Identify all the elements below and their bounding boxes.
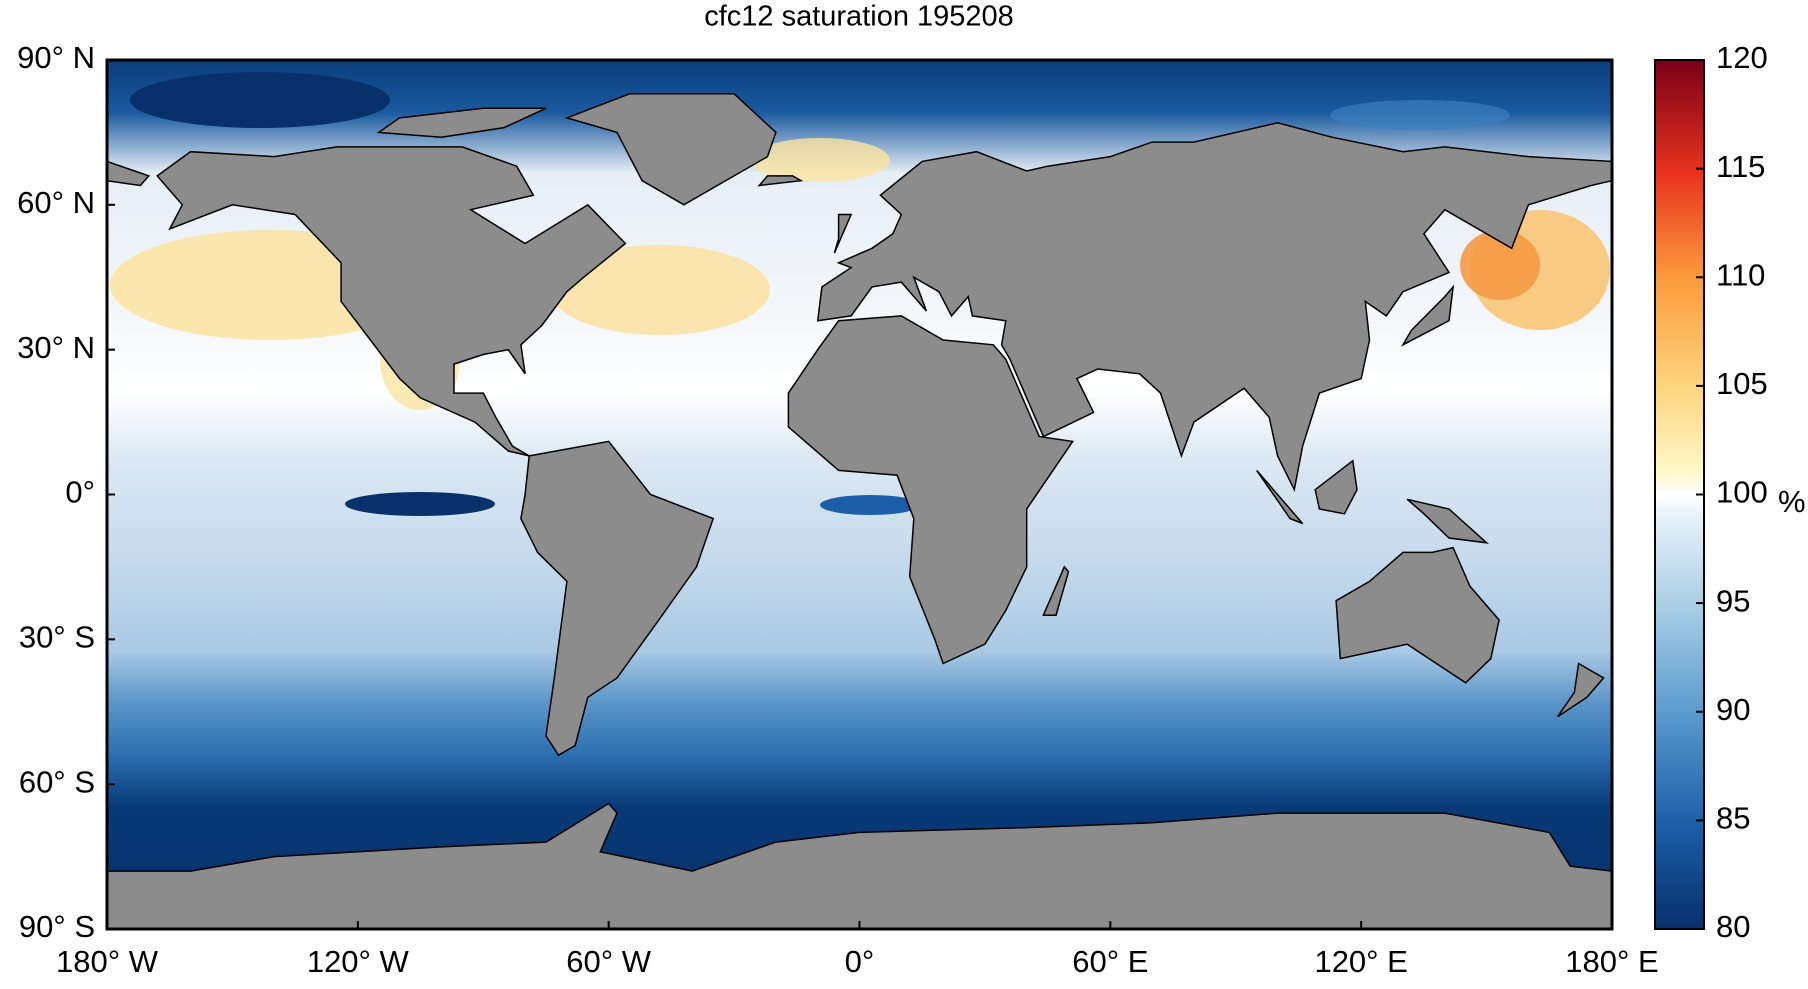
landmass — [1335, 546, 1500, 684]
colorbar-tick-label: 110 — [1716, 257, 1765, 292]
x-tick-label: 0° — [845, 944, 875, 979]
landmass — [1406, 498, 1489, 544]
landmass — [1557, 662, 1605, 718]
landmass — [156, 146, 627, 457]
x-tick-label: 180° W — [56, 944, 159, 979]
y-tick-label: 30° N — [17, 330, 95, 365]
landmass — [1401, 284, 1455, 347]
landmass — [787, 315, 1074, 665]
y-tick-label: 90° N — [17, 40, 95, 75]
landmass — [833, 213, 853, 254]
y-tick-label: 60° S — [19, 764, 95, 799]
y-tick-label: 0° — [65, 475, 95, 510]
colorbar-tick-label: 90 — [1716, 692, 1750, 727]
land — [106, 93, 1613, 930]
colorbar-tick-label: 95 — [1716, 583, 1750, 618]
landmass — [757, 175, 804, 187]
landmass — [564, 93, 777, 206]
landmass — [520, 440, 715, 757]
landmass — [106, 802, 1613, 930]
colorbar-tick-label: 80 — [1716, 909, 1750, 944]
y-tick-label: 30° S — [19, 620, 95, 655]
colorbar — [1654, 59, 1705, 930]
landmass — [376, 107, 547, 138]
colorbar-tick-label: 100 — [1716, 475, 1768, 510]
landmass — [816, 122, 1613, 493]
map-title: cfc12 saturation 195208 — [704, 1, 1014, 33]
x-tick-label: 60° E — [1072, 944, 1148, 979]
colorbar-unit: % — [1778, 484, 1806, 519]
colorbar-tick-label: 85 — [1716, 801, 1750, 836]
colorbar-tick-label: 105 — [1716, 366, 1768, 401]
y-tick-label: 60° N — [17, 185, 95, 220]
colorbar-tick-label: 115 — [1716, 149, 1765, 184]
x-tick-label: 180° E — [1565, 944, 1658, 979]
landmass — [1314, 459, 1358, 515]
x-tick-label: 60° W — [566, 944, 651, 979]
landmass — [1256, 469, 1304, 525]
x-tick-label: 120° E — [1314, 944, 1407, 979]
x-tick-label: 120° W — [307, 944, 410, 979]
y-tick-label: 90° S — [19, 909, 95, 944]
landmass — [1042, 565, 1070, 616]
colorbar-tick-label: 120 — [1716, 40, 1768, 75]
